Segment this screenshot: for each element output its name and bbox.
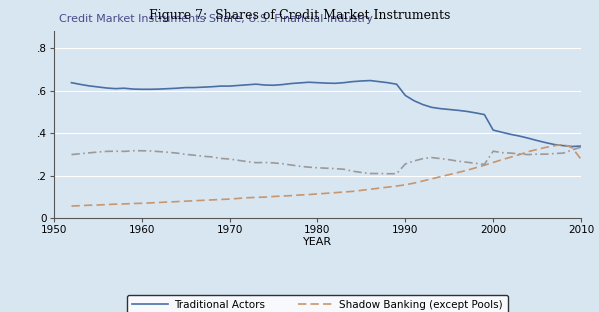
Insurances and Funds — [446, 158, 453, 162]
Shadow Banking (except Pools) — [86, 203, 93, 207]
Shadow Banking (except Pools) — [331, 191, 338, 195]
Shadow Banking (except Pools) — [577, 157, 585, 161]
X-axis label: YEAR: YEAR — [303, 237, 332, 247]
Insurances and Funds — [384, 172, 391, 176]
Traditional Actors — [68, 81, 75, 85]
Traditional Actors — [86, 84, 93, 88]
Shadow Banking (except Pools) — [437, 175, 444, 178]
Insurances and Funds — [147, 149, 154, 153]
Insurances and Funds — [68, 153, 75, 156]
Insurances and Funds — [86, 151, 93, 155]
Shadow Banking (except Pools) — [560, 143, 567, 146]
Text: Credit Market Instruments Share, U.S. Financial Industry: Credit Market Instruments Share, U.S. Fi… — [59, 14, 373, 24]
Traditional Actors — [446, 108, 453, 111]
Line: Insurances and Funds: Insurances and Funds — [71, 147, 581, 174]
Insurances and Funds — [331, 167, 338, 170]
Line: Shadow Banking (except Pools): Shadow Banking (except Pools) — [71, 144, 581, 206]
Shadow Banking (except Pools) — [199, 198, 207, 202]
Shadow Banking (except Pools) — [68, 204, 75, 208]
Insurances and Funds — [199, 154, 207, 158]
Insurances and Funds — [120, 149, 128, 153]
Traditional Actors — [577, 144, 585, 148]
Shadow Banking (except Pools) — [120, 202, 128, 206]
Insurances and Funds — [577, 145, 585, 149]
Shadow Banking (except Pools) — [147, 201, 154, 205]
Line: Traditional Actors: Traditional Actors — [71, 80, 581, 147]
Traditional Actors — [199, 85, 207, 89]
Traditional Actors — [331, 81, 338, 85]
Traditional Actors — [367, 79, 374, 82]
Text: Figure 7:  Shares of Credit Market Instruments: Figure 7: Shares of Credit Market Instru… — [149, 9, 450, 22]
Traditional Actors — [120, 86, 128, 90]
Traditional Actors — [147, 87, 154, 91]
Legend: Traditional Actors, Insurances and Funds, Shadow Banking (except Pools): Traditional Actors, Insurances and Funds… — [127, 295, 508, 312]
Traditional Actors — [568, 145, 576, 149]
